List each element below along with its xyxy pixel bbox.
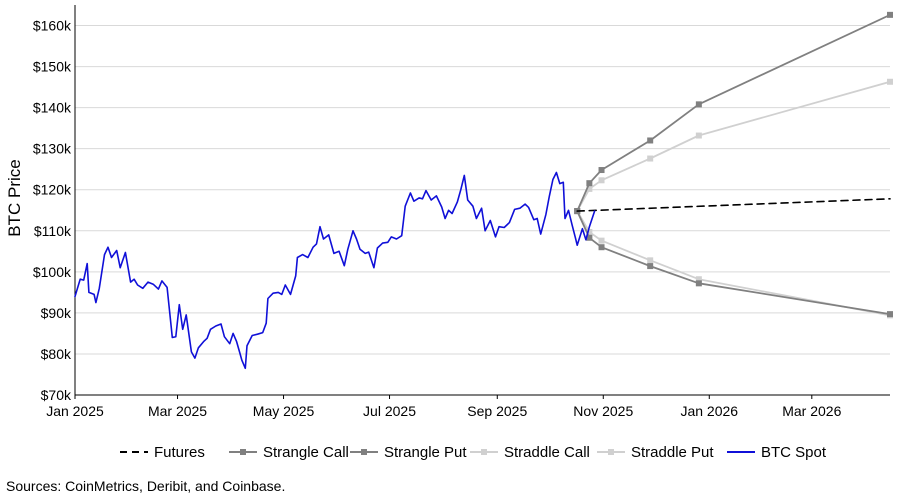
y-tick-label: $110k bbox=[34, 223, 72, 239]
strangle-call-marker bbox=[647, 137, 654, 144]
futures-line bbox=[576, 198, 891, 212]
y-tick-label: $140k bbox=[33, 100, 72, 116]
legend-label-strangle-put: Strangle Put bbox=[384, 444, 467, 461]
legend: Futures Strangle Call Strangle Put Straddle… bbox=[120, 444, 827, 461]
strangle-call-marker bbox=[695, 101, 702, 108]
straddle-call-line bbox=[576, 80, 891, 213]
strangle-call-marker bbox=[887, 11, 893, 18]
straddle-call-marker bbox=[647, 155, 654, 162]
straddle-put-marker bbox=[647, 257, 654, 264]
straddle-put-marker bbox=[695, 276, 702, 283]
y-tick-label: $70k bbox=[41, 387, 72, 403]
x-tick-label: Sep 2025 bbox=[467, 403, 527, 419]
x-axis: Jan 2025 Mar 2025 May 2025 Jul 2025 Sep 2025… bbox=[46, 394, 890, 419]
legend-label-straddle-call: Straddle Call bbox=[504, 444, 590, 461]
straddle-put-marker bbox=[586, 229, 593, 236]
y-tick-label: $90k bbox=[41, 305, 72, 321]
legend-label-straddle-put: Straddle Put bbox=[631, 444, 714, 461]
x-tick-label: May 2025 bbox=[253, 403, 315, 419]
straddle-put-marker bbox=[598, 237, 605, 244]
strangle-put-marker bbox=[887, 311, 893, 318]
straddle-call-marker bbox=[887, 78, 893, 85]
y-tick-label: $120k bbox=[33, 182, 72, 198]
strangle-put-marker bbox=[647, 263, 654, 270]
straddle-call-marker bbox=[598, 177, 605, 184]
x-tick-label: Jul 2025 bbox=[363, 403, 416, 419]
x-tick-label: Jan 2025 bbox=[46, 403, 104, 419]
strangle-put-marker bbox=[586, 234, 593, 241]
y-tick-label: $80k bbox=[41, 346, 72, 362]
x-tick-label: Mar 2025 bbox=[148, 403, 207, 419]
strangle-put-line bbox=[576, 210, 891, 316]
legend-marker-straddle-call bbox=[481, 449, 487, 455]
plot-area bbox=[74, 11, 893, 370]
legend-marker-strangle-put bbox=[361, 449, 367, 455]
strangle-put-marker bbox=[695, 280, 702, 287]
y-tick-label: $100k bbox=[33, 264, 72, 280]
strangle-call-marker bbox=[586, 180, 593, 187]
legend-label-futures: Futures bbox=[154, 444, 205, 461]
y-tick-label: $130k bbox=[33, 141, 72, 157]
source-note: Sources: CoinMetrics, Deribit, and Coinb… bbox=[6, 478, 286, 494]
legend-label-strangle-call: Strangle Call bbox=[263, 444, 349, 461]
x-tick-label: Mar 2026 bbox=[782, 403, 841, 419]
gridlines bbox=[75, 25, 890, 396]
legend-marker-strangle-call bbox=[240, 449, 246, 455]
strangle-put-marker bbox=[598, 244, 605, 251]
btc-spot-line bbox=[74, 171, 596, 370]
y-tick-label: $160k bbox=[33, 18, 72, 34]
strangle-call-line bbox=[576, 13, 891, 213]
y-tick-label: $150k bbox=[33, 59, 72, 75]
legend-marker-straddle-put bbox=[608, 449, 614, 455]
x-tick-label: Jan 2026 bbox=[680, 403, 738, 419]
legend-label-btc-spot: BTC Spot bbox=[761, 444, 827, 461]
straddle-put-line bbox=[576, 210, 891, 317]
x-tick-label: Nov 2025 bbox=[573, 403, 633, 419]
y-axis-title: BTC Price bbox=[5, 159, 24, 236]
straddle-call-marker bbox=[695, 132, 702, 139]
y-axis: $70k $80k $90k $100k $110k $120k $130k $140k $15… bbox=[33, 5, 76, 403]
straddle-call-marker bbox=[586, 185, 593, 192]
strangle-call-marker bbox=[598, 167, 605, 174]
